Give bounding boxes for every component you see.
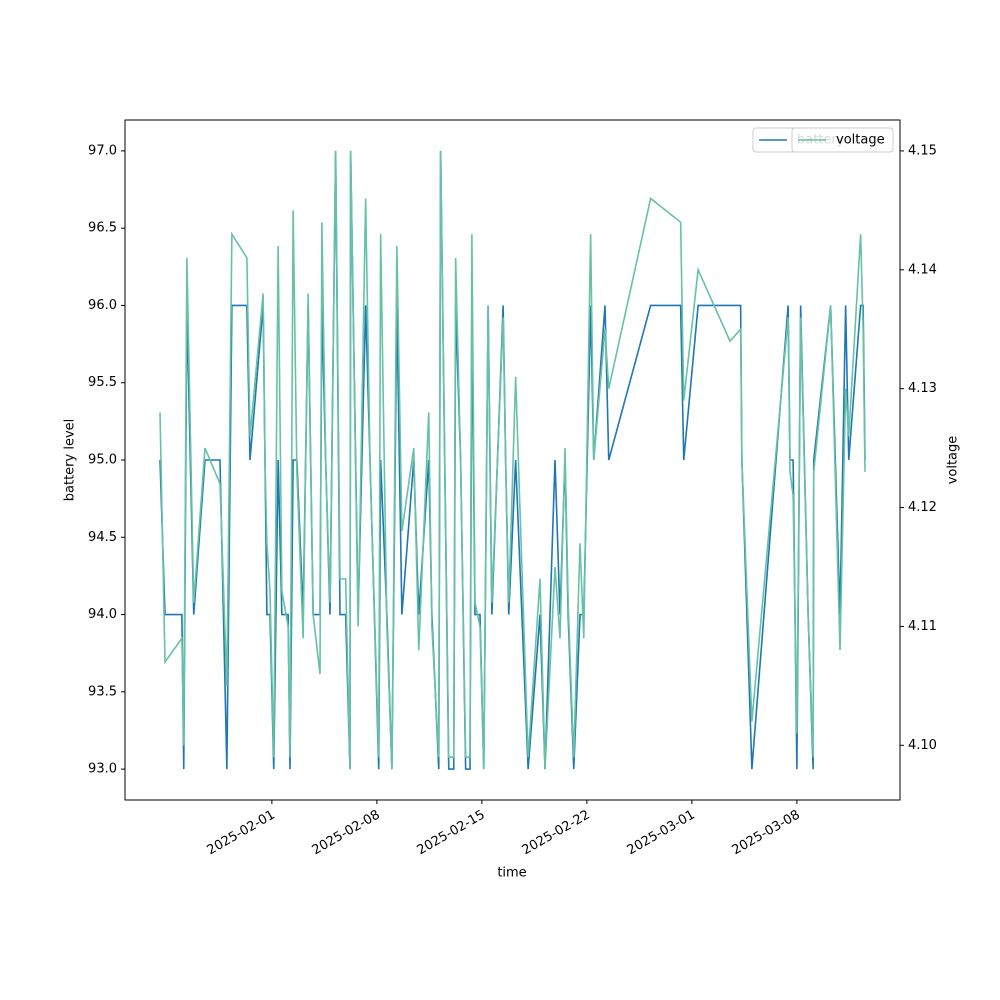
y-tick-label: 95.5: [88, 375, 117, 390]
legend-label: voltage: [836, 133, 885, 148]
y-tick-label: 93.5: [88, 684, 117, 699]
y2-tick-label: 4.15: [908, 143, 937, 158]
y2-tick-label: 4.14: [908, 262, 937, 277]
series-line: [159, 150, 866, 770]
y-tick-label: 94.5: [88, 530, 117, 545]
y2-axis-label: voltage: [946, 436, 961, 485]
x-tick-label: 2025-02-01: [205, 808, 278, 859]
y-tick-label: 95.0: [88, 453, 117, 468]
x-tick-label: 2025-03-01: [625, 808, 698, 859]
series-line: [159, 150, 866, 770]
y2-tick-label: 4.13: [908, 381, 937, 396]
x-tick-label: 2025-03-08: [730, 808, 803, 859]
legend-box: [791, 127, 894, 153]
y-tick-label: 96.5: [88, 221, 117, 236]
y2-tick-label: 4.12: [908, 500, 937, 515]
y2-tick-label: 4.10: [908, 738, 937, 753]
y-tick-label: 93.0: [88, 762, 117, 777]
y2-tick-label: 4.11: [908, 619, 937, 634]
x-tick-label: 2025-02-08: [310, 808, 383, 859]
y-tick-label: 94.0: [88, 607, 117, 622]
plot-lines: [159, 150, 866, 770]
y-tick-label: 97.0: [88, 143, 117, 158]
x-tick-label: 2025-02-15: [415, 808, 488, 859]
y-axis-label: battery level: [63, 419, 78, 502]
x-axis-label: time: [497, 866, 526, 881]
x-tick-label: 2025-02-22: [520, 808, 593, 859]
y-tick-label: 96.0: [88, 298, 117, 313]
legend: batteryvoltage: [752, 127, 894, 153]
